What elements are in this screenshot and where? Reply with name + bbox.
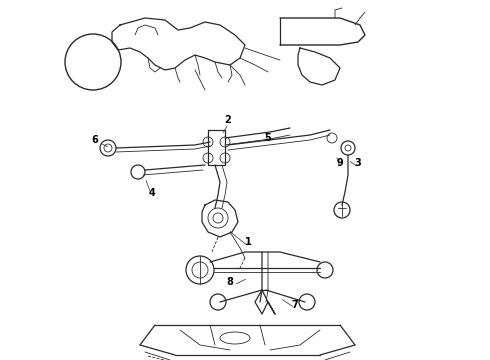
Text: 4: 4 <box>148 188 155 198</box>
Text: 7: 7 <box>292 300 298 310</box>
Text: 6: 6 <box>92 135 98 145</box>
Text: 3: 3 <box>355 158 361 168</box>
Text: 1: 1 <box>245 237 251 247</box>
Text: 9: 9 <box>337 158 343 168</box>
Text: 5: 5 <box>265 133 271 143</box>
Text: 2: 2 <box>224 115 231 125</box>
Text: 8: 8 <box>226 277 233 287</box>
